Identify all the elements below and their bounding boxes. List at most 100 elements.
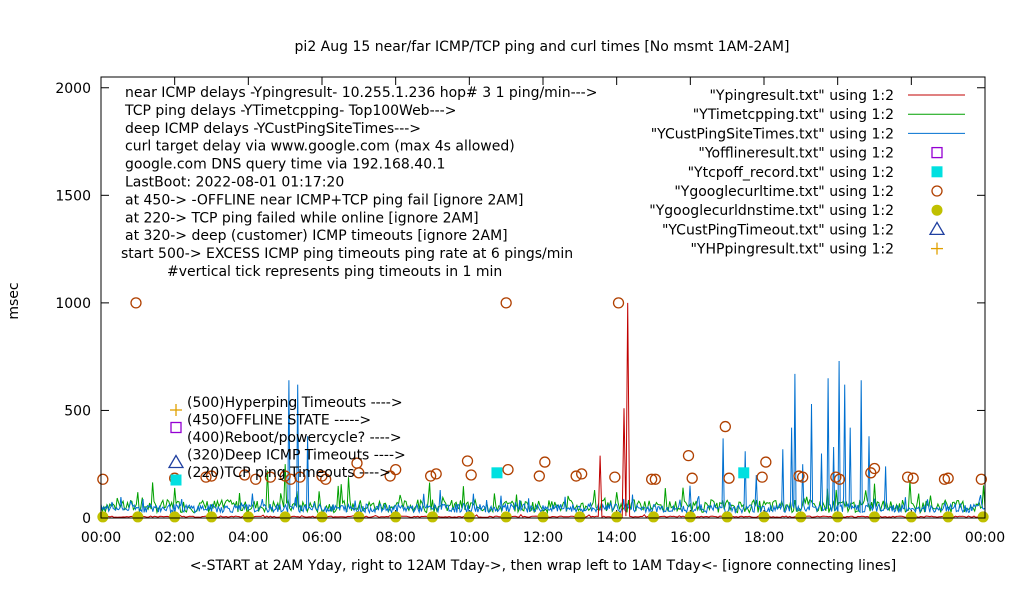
data-point [760, 456, 772, 468]
data-point [977, 511, 989, 523]
data-point [132, 511, 144, 523]
data-point [205, 470, 218, 482]
data-point [869, 511, 880, 523]
legend-swatch [928, 221, 946, 236]
data-point [390, 511, 402, 523]
data-point [574, 511, 586, 523]
data-point [390, 463, 402, 476]
data-point [756, 471, 768, 483]
data-point [646, 473, 658, 485]
legend-entry: "YCustPingSiteTimes.txt" using 1:2 [651, 126, 894, 142]
data-point [279, 470, 291, 482]
data-group [97, 297, 989, 523]
data-point [279, 511, 291, 523]
data-point [465, 469, 477, 481]
y-tick-label: 500 [64, 403, 91, 419]
data-point [723, 472, 735, 484]
x-tick-label: 08:00 [375, 530, 415, 546]
info-line: LastBoot: 2022-08-01 01:17:20 [125, 175, 344, 191]
marker-legend-swatch [170, 474, 182, 486]
x-axis-label: <-START at 2AM Yday, right to 12AM Tday-… [190, 558, 896, 574]
marker-legend-label: (320)Deep ICMP Timeouts ----> [187, 448, 406, 464]
legend-swatch [931, 242, 943, 255]
legend-entry: "YTimetcpping.txt" using 1:2 [693, 107, 894, 123]
axes-group: 0 500 1000 1500 2000 00:00 02:00 04:00 06:00 08:0… [55, 77, 1005, 546]
data-point [425, 470, 437, 482]
info-line: near ICMP delays -Ypingresult- 10.255.1.… [125, 85, 597, 101]
data-point [609, 471, 621, 483]
y-tick-label: 1500 [55, 188, 91, 204]
y-tick-label: 2000 [55, 81, 91, 97]
data-point [250, 473, 262, 485]
marker-legend-swatch [170, 404, 182, 416]
data-point [463, 511, 475, 523]
info-line: at 220-> TCP ping failed while online [i… [125, 210, 479, 226]
info-line: start 500-> EXCESS ICMP ping timeouts pi… [121, 246, 573, 262]
legend-entry: "Ygooglecurldnstime.txt" using 1:2 [649, 203, 894, 219]
info-line: at 450-> -OFFLINE near ICMP+TCP ping fai… [125, 192, 524, 208]
data-point [238, 469, 251, 481]
data-point [719, 420, 731, 433]
info-line: #vertical tick represents ping timeouts … [167, 264, 502, 280]
data-point [316, 470, 328, 482]
x-tick-label: 12:00 [523, 530, 563, 546]
x-tick-label: 18:00 [744, 530, 784, 546]
marker-legend-swatch [170, 421, 182, 434]
data-point [384, 470, 396, 482]
plot-frame [100, 76, 986, 519]
data-point [865, 467, 877, 479]
data-point [907, 472, 919, 484]
legend-entry: "YCustPingTimeout.txt" using 1:2 [662, 222, 894, 238]
data-point [738, 467, 750, 479]
data-point [500, 511, 512, 523]
data-point [611, 511, 623, 523]
data-point [649, 473, 661, 485]
x-tick-label: 20:00 [817, 530, 857, 546]
legend-entry: "Ypingresult.txt" using 1:2 [709, 88, 894, 104]
data-point [902, 471, 914, 483]
data-point [868, 462, 881, 475]
data-point [200, 471, 212, 483]
data-point [612, 297, 625, 309]
annotation-group: near ICMP delays -Ypingresult- 10.255.1.… [121, 85, 965, 486]
data-point [570, 470, 582, 482]
data-point [686, 472, 698, 484]
legend-swatch [931, 185, 943, 197]
data-point [316, 511, 328, 523]
legend-swatch [931, 166, 943, 178]
data-point [942, 472, 954, 484]
marker-legend-label: (220)TCP ping Timeouts ----> [187, 465, 391, 481]
data-point [502, 463, 514, 476]
chart-title: pi2 Aug 15 near/far ICMP/TCP ping and cu… [295, 39, 790, 55]
info-line: TCP ping delays -YTimetcpping- Top100Web… [124, 103, 456, 119]
x-tick-label: 04:00 [228, 530, 268, 546]
legend-entry: "Ygooglecurltime.txt" using 1:2 [674, 184, 894, 200]
info-line: curl target delay via www.google.com (ma… [125, 139, 515, 155]
series-line-deep-icmp [100, 360, 986, 515]
data-point [975, 473, 987, 485]
x-tick-label: 02:00 [154, 530, 194, 546]
x-tick-label: 06:00 [302, 530, 342, 546]
data-point [905, 511, 917, 523]
data-point [242, 511, 254, 523]
legend-entry: "Yofflineresult.txt" using 1:2 [698, 146, 894, 162]
data-point [169, 511, 181, 523]
info-line: at 320-> deep (customer) ICMP timeouts [… [125, 228, 508, 244]
marker-legend-label: (400)Reboot/powercycle? ----> [187, 430, 402, 446]
data-point [942, 511, 954, 523]
data-point [130, 297, 142, 309]
data-point [97, 511, 109, 523]
data-point [833, 473, 846, 485]
data-point [576, 468, 588, 480]
data-point [491, 467, 503, 479]
data-point [684, 511, 696, 523]
marker-legend-label: (500)Hyperping Timeouts ----> [187, 395, 403, 411]
data-point [648, 511, 659, 523]
data-point [537, 511, 549, 523]
data-point [832, 511, 844, 523]
y-tick-label: 1000 [55, 296, 91, 312]
data-point [353, 467, 365, 479]
data-point [797, 471, 809, 483]
x-tick-label: 10:00 [449, 530, 489, 546]
data-point [721, 511, 733, 523]
